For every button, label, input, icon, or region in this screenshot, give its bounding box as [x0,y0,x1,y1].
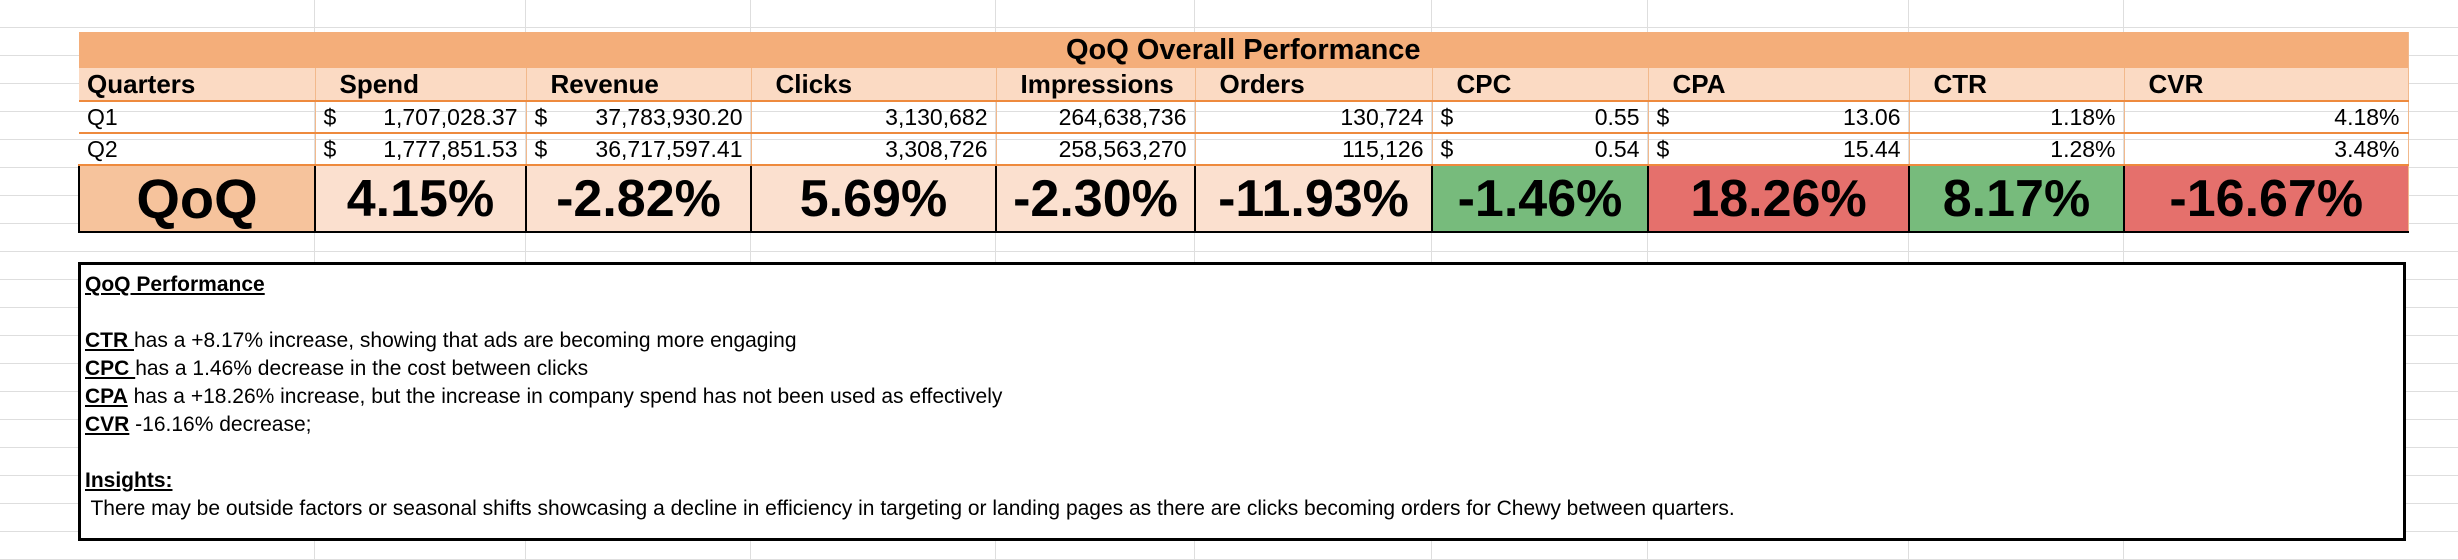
cell-quarter[interactable]: Q1 [79,101,316,134]
currency-symbol: $ [1656,103,1670,130]
currency-symbol: $ [1440,103,1454,130]
note-text: has a +8.17% increase, showing that ads … [134,329,797,352]
currency-symbol: $ [1440,135,1454,162]
cell-value: 13.06 [1842,103,1901,130]
cell-value: 15.44 [1842,135,1901,162]
cell-spend[interactable]: $1,777,851.53 [315,133,527,166]
note-term: CVR [85,413,130,436]
cell-impressions[interactable]: 264,638,736 [996,101,1196,134]
qoq-row: QoQ 4.15% -2.82% 5.69% -2.30% -11.93% -1… [78,164,2409,233]
cell-clicks[interactable]: 3,308,726 [751,133,997,166]
note-text: has a 1.46% decrease in the cost between… [135,357,589,380]
currency-symbol: $ [534,135,548,162]
insights-text: There may be outside factors or seasonal… [85,497,1735,520]
table-header-row: Quarters Spend Revenue Clicks Impression… [79,68,2409,102]
qoq-performance-table: QoQ Overall Performance Quarters Spend R… [78,32,2409,233]
note-text: has a +18.26% increase, but the increase… [127,385,1003,408]
qoq-orders[interactable]: -11.93% [1194,164,1433,233]
cell-value: 0.54 [1594,135,1640,162]
notes-text-box[interactable]: QoQ Performance CTR has a +8.17% increas… [78,262,2406,541]
qoq-revenue[interactable]: -2.82% [525,164,752,233]
note-line: CPC has a 1.46% decrease in the cost bet… [85,355,2399,383]
qoq-cpc[interactable]: -1.46% [1431,164,1649,233]
cell-value: 36,717,597.41 [595,135,743,162]
table-row: Q2 $1,777,851.53 $36,717,597.41 3,308,72… [79,133,2409,166]
note-line: CPA has a +18.26% increase, but the incr… [85,383,2399,411]
cell-cvr[interactable]: 3.48% [2124,133,2409,166]
qoq-ctr[interactable]: 8.17% [1908,164,2125,233]
cell-orders[interactable]: 115,126 [1195,133,1433,166]
header-orders[interactable]: Orders [1195,68,1433,102]
cell-value: 1,707,028.37 [383,103,518,130]
header-cpc[interactable]: CPC [1432,68,1649,102]
qoq-label[interactable]: QoQ [78,164,316,233]
currency-symbol: $ [323,103,337,130]
currency-symbol: $ [323,135,337,162]
header-clicks[interactable]: Clicks [751,68,997,102]
cell-value: 0.55 [1594,103,1640,130]
note-line: CVR -16.16% decrease; [85,411,2399,439]
qoq-cpa[interactable]: 18.26% [1647,164,1910,233]
header-cvr[interactable]: CVR [2124,68,2409,102]
note-term: CTR [85,329,134,352]
notes-heading: QoQ Performance [85,273,265,296]
note-term: CPC [85,357,136,380]
cell-cpc[interactable]: $0.54 [1432,133,1649,166]
note-text: -16.16% decrease; [129,413,312,436]
cell-revenue[interactable]: $36,717,597.41 [526,133,752,166]
header-revenue[interactable]: Revenue [526,68,752,102]
qoq-spend[interactable]: 4.15% [314,164,527,233]
currency-symbol: $ [534,103,548,130]
cell-impressions[interactable]: 258,563,270 [996,133,1196,166]
spacer [85,439,2399,467]
cell-ctr[interactable]: 1.28% [1909,133,2125,166]
cell-cvr[interactable]: 4.18% [2124,101,2409,134]
note-term: CPA [85,385,128,408]
note-line: CTR has a +8.17% increase, showing that … [85,327,2399,355]
table-title[interactable]: QoQ Overall Performance [79,32,2409,68]
cell-orders[interactable]: 130,724 [1195,101,1433,134]
cell-ctr[interactable]: 1.18% [1909,101,2125,134]
table-title-row: QoQ Overall Performance [79,32,2409,68]
cell-cpc[interactable]: $0.55 [1432,101,1649,134]
cell-spend[interactable]: $1,707,028.37 [315,101,527,134]
cell-quarter[interactable]: Q2 [79,133,316,166]
header-cpa[interactable]: CPA [1648,68,1910,102]
spacer [85,299,2399,327]
cell-cpa[interactable]: $15.44 [1648,133,1910,166]
header-impressions[interactable]: Impressions [996,68,1196,102]
qoq-clicks[interactable]: 5.69% [750,164,997,233]
currency-symbol: $ [1656,135,1670,162]
cell-revenue[interactable]: $37,783,930.20 [526,101,752,134]
header-spend[interactable]: Spend [315,68,527,102]
table-row: Q1 $1,707,028.37 $37,783,930.20 3,130,68… [79,101,2409,134]
header-ctr[interactable]: CTR [1909,68,2125,102]
insights-heading: Insights: [85,469,173,492]
header-quarters[interactable]: Quarters [79,68,316,102]
cell-value: 37,783,930.20 [595,103,743,130]
qoq-impressions[interactable]: -2.30% [995,164,1196,233]
cell-cpa[interactable]: $13.06 [1648,101,1910,134]
qoq-cvr[interactable]: -16.67% [2123,164,2409,233]
cell-clicks[interactable]: 3,130,682 [751,101,997,134]
cell-value: 1,777,851.53 [383,135,518,162]
